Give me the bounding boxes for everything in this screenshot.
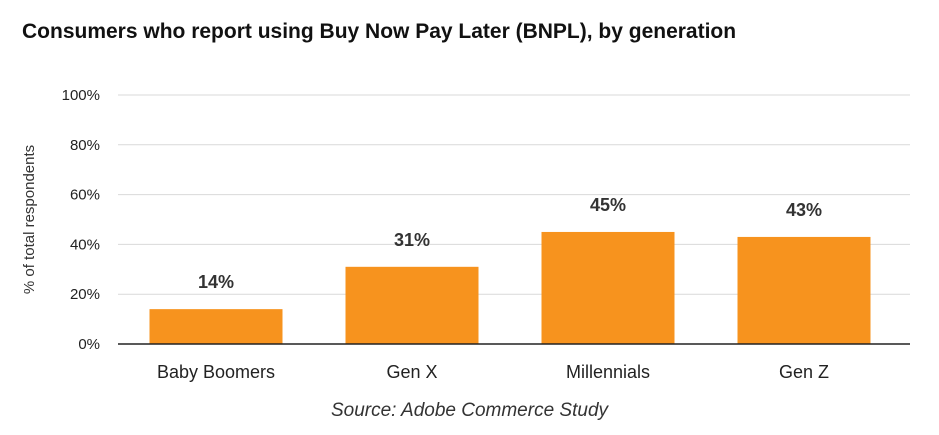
bar (541, 231, 675, 344)
data-label: 31% (394, 230, 430, 250)
chart-title: Consumers who report using Buy Now Pay L… (22, 20, 737, 43)
y-tick-label: 40% (70, 236, 100, 253)
y-tick-label: 0% (78, 336, 100, 353)
x-tick-label: Gen X (386, 362, 437, 382)
bar-chart: 0% 20% 40% 60% 80% 100% 14% 31% 45% 43% Baby Boo… (21, 87, 910, 382)
x-tick-label: Gen Z (779, 362, 829, 382)
data-labels: 14% 31% 45% 43% (198, 195, 822, 292)
bar (737, 236, 871, 344)
data-label: 14% (198, 272, 234, 292)
source-note: Source: Adobe Commerce Study (330, 400, 609, 421)
x-tick-labels: Baby Boomers Gen X Millennials Gen Z (157, 362, 829, 382)
bars (149, 231, 871, 344)
x-tick-label: Baby Boomers (157, 362, 275, 382)
y-tick-labels: 0% 20% 40% 60% 80% 100% (62, 87, 100, 353)
y-tick-label: 60% (70, 187, 100, 204)
data-label: 43% (786, 200, 822, 220)
y-tick-label: 20% (70, 286, 100, 303)
y-axis-title: % of total respondents (21, 145, 38, 294)
bar (149, 309, 283, 344)
bar (345, 266, 479, 344)
y-tick-label: 100% (62, 87, 100, 104)
data-label: 45% (590, 195, 626, 215)
x-tick-label: Millennials (566, 362, 650, 382)
y-tick-label: 80% (70, 137, 100, 154)
